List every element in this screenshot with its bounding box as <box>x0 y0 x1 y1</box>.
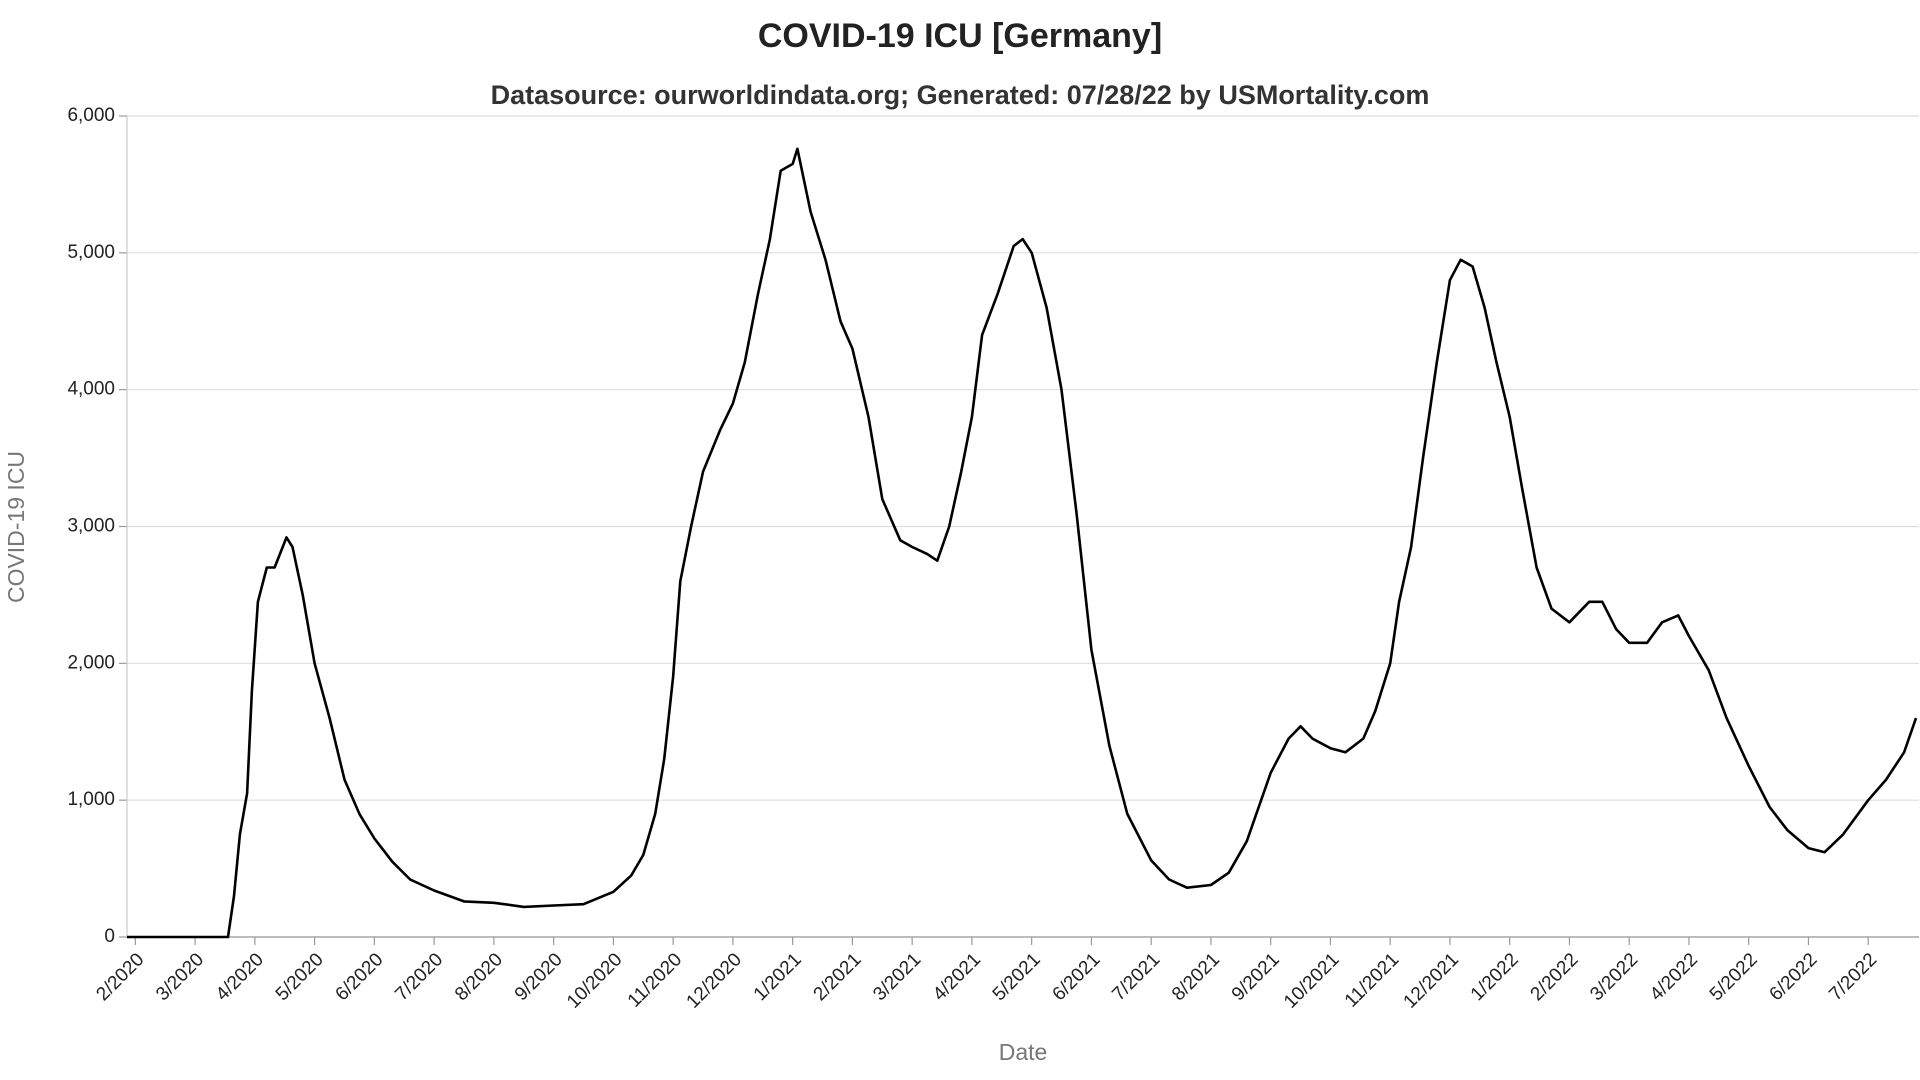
data-line <box>127 147 1918 939</box>
x-tick-label: 10/2021 <box>1280 949 1343 1012</box>
x-tick-label: 5/2020 <box>272 949 328 1005</box>
y-tick-label: 2,000 <box>67 652 115 673</box>
x-tick-label: 2/2020 <box>92 949 148 1005</box>
x-tick-label: 1/2021 <box>750 949 806 1005</box>
x-tick-label: 12/2021 <box>1400 949 1463 1012</box>
x-tick-label: 3/2021 <box>869 949 925 1005</box>
x-tick-label: 8/2021 <box>1168 949 1224 1005</box>
y-tick-label: 6,000 <box>67 105 115 126</box>
y-tick-label: 0 <box>104 926 115 947</box>
chart-subtitle: Datasource: ourworldindata.org; Generate… <box>491 80 1430 110</box>
x-tick-label: 5/2022 <box>1706 949 1762 1005</box>
x-tick-label: 6/2022 <box>1766 949 1822 1005</box>
x-tick-label: 11/2021 <box>1341 949 1403 1011</box>
x-tick-label: 3/2022 <box>1586 949 1642 1005</box>
x-tick-label: 3/2020 <box>152 949 208 1005</box>
x-tick-label: 4/2022 <box>1646 949 1702 1005</box>
x-tick-label: 10/2020 <box>563 949 626 1012</box>
x-tick-label: 6/2020 <box>332 949 388 1005</box>
y-tick-label: 5,000 <box>67 242 115 263</box>
x-tick-label: 12/2020 <box>683 949 746 1012</box>
x-tick-label: 6/2021 <box>1049 949 1105 1005</box>
x-tick-label: 4/2020 <box>212 949 268 1005</box>
x-tick-label: 2/2022 <box>1527 949 1583 1005</box>
y-axis-label: COVID-19 ICU <box>3 451 29 603</box>
x-tick-label: 7/2020 <box>391 949 447 1005</box>
x-tick-label: 7/2021 <box>1108 949 1164 1005</box>
x-tick-label: 1/2022 <box>1467 949 1523 1005</box>
y-tick-label: 4,000 <box>67 379 115 400</box>
chart-title: COVID-19 ICU [Germany] <box>758 17 1162 55</box>
x-axis-label: Date <box>999 1039 1048 1065</box>
x-tick-label: 5/2021 <box>989 949 1045 1005</box>
x-tick-label: 2/2021 <box>810 949 866 1005</box>
x-tick-label: 9/2020 <box>511 949 567 1005</box>
x-tick-label: 7/2022 <box>1825 949 1881 1005</box>
x-tick-label: 8/2020 <box>451 949 507 1005</box>
y-tick-label: 1,000 <box>67 789 115 810</box>
x-tick-label: 11/2020 <box>624 949 686 1011</box>
y-tick-label: 3,000 <box>67 516 115 537</box>
x-tick-label: 4/2021 <box>929 949 985 1005</box>
x-tick-label: 9/2021 <box>1228 949 1284 1005</box>
